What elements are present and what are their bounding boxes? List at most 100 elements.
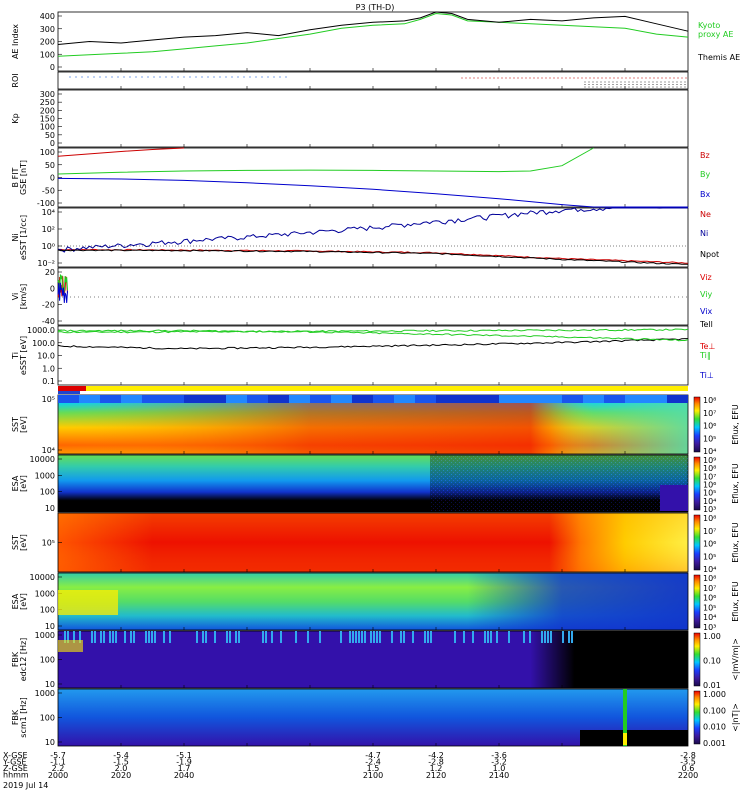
roi-dot (111, 76, 113, 78)
spec3-layer-1 (58, 513, 688, 572)
spec4-layer-1 (58, 573, 688, 630)
spec1-top-cell (226, 395, 247, 403)
fbk2-ytick-label: 100 (40, 714, 55, 723)
roi-dot (588, 86, 590, 88)
fbk1-spike (400, 631, 402, 643)
roi-dot (664, 81, 666, 83)
roi-dot (608, 81, 610, 83)
velocity-units-text: [km/s] (19, 284, 28, 310)
spec1-top-cell (667, 395, 688, 403)
roi-dot (189, 76, 191, 78)
roi-dot (99, 76, 101, 78)
roi-dot (632, 86, 634, 88)
kp-ytick-label: 0 (50, 139, 55, 148)
roi-dot (676, 81, 678, 83)
spec1-layer-2 (58, 395, 688, 454)
status-bar-red (58, 386, 86, 391)
spec2-cblabel-text: Eflux, EFU (731, 463, 740, 504)
fbk1-units-text: edc12 [Hz] (19, 638, 28, 682)
roi-dot (668, 86, 670, 88)
roi-dot (461, 77, 463, 79)
footer-y-gse: -1.1 (50, 758, 66, 767)
spec1-top-cell (646, 395, 667, 403)
legend-kyoto: Kyoto (698, 21, 720, 30)
roi-dot (621, 77, 623, 79)
roi-dot (129, 76, 131, 78)
spec1-top-cell (121, 395, 142, 403)
fbk1-spike (568, 631, 570, 643)
spec4-ytick-label: 10 (45, 622, 55, 631)
roi-dot (605, 77, 607, 79)
fbk1-spike (361, 631, 363, 643)
footer-hhmm: 2200 (678, 771, 698, 780)
footer-hhmm: 2140 (489, 771, 509, 780)
velocity-vix-line (57, 282, 68, 303)
spec4-colorbar-label: 10⁸ (703, 574, 716, 583)
legend-temp-1: Te⊥ (699, 342, 715, 351)
roi-dot (624, 81, 626, 83)
roi-dot (632, 84, 634, 85)
footer-x-gse: -3.6 (491, 751, 507, 760)
roi-dot (608, 86, 610, 88)
fbk2-cblabel: <|nT|> (731, 703, 740, 732)
ae-ytick-label: 100 (40, 50, 55, 59)
spec1-top-cell (604, 395, 625, 403)
footer-x-gse: -5.7 (50, 751, 66, 760)
density-ylabel: Ni eSST [1/cc] (11, 215, 28, 260)
fbk1-spike (64, 631, 66, 643)
roi-dot (684, 86, 686, 88)
spec2-dark-tail (660, 485, 688, 511)
footer-hhmm: 2040 (174, 771, 194, 780)
roi-dot (517, 77, 519, 79)
footer-y-gse: -2.4 (365, 758, 381, 767)
fbk1-spike (541, 631, 543, 643)
spec1-top-cell (436, 395, 457, 403)
spec4-colorbar (693, 574, 701, 629)
ae-ylabel: AE Index (11, 24, 20, 59)
spec3-ytick-label: 10⁵ (42, 539, 55, 548)
status-bar-blue (58, 391, 80, 394)
roi-dot (225, 76, 227, 78)
footer-row-label: hhmm (3, 771, 29, 780)
fbk1-spike (319, 631, 321, 643)
roi-dot (585, 77, 587, 79)
density-ni-line (57, 207, 688, 253)
roi-dot (636, 81, 638, 83)
fbk1-colorbar-label: 0.01 (703, 681, 721, 690)
fbk1-spike (430, 631, 432, 643)
roi-dot (628, 81, 630, 83)
roi-dot (477, 77, 479, 79)
roi-dot (684, 84, 686, 85)
spec1-ytick-label: 10⁵ (42, 395, 55, 404)
roi-dot (600, 81, 602, 83)
fbk2-green-line (623, 689, 627, 746)
fbk1-ytick-label: 10 (45, 680, 55, 689)
fbk1-colorbar-label: 0.10 (703, 657, 721, 666)
roi-dot (681, 77, 683, 79)
spec2-ytick-label: 10000 (30, 455, 55, 464)
footer-z-gse: 1.2 (430, 764, 443, 773)
roi-dot (581, 77, 583, 79)
bfield-ylabel-text: B FIT (11, 167, 20, 187)
spec4-colorbar-label: 10³ (703, 623, 716, 632)
fbk1-spike (403, 631, 405, 643)
roi-dot (656, 86, 658, 88)
spec4-colorbar-label: 10⁶ (703, 594, 716, 603)
roi-dot (616, 86, 618, 88)
footer-z-gse: 1.7 (178, 764, 191, 773)
spec4-colorbar-label: 10⁴ (703, 613, 716, 622)
spec1-top-cell (478, 395, 499, 403)
fbk1-spike (484, 631, 486, 643)
fbk1-spike (370, 631, 372, 643)
footer-z-gse: 2.0 (115, 764, 128, 773)
fbk1-spike (214, 631, 216, 643)
fbk1-ylabel-text: FBK (11, 651, 20, 667)
spec1-units-text: [eV] (19, 416, 28, 433)
roi-dot (584, 81, 586, 83)
roi-dot (604, 86, 606, 88)
spec4-ytick-label: 10000 (30, 573, 55, 582)
footer-y-gse: -2.8 (428, 758, 444, 767)
roi-dot (632, 81, 634, 83)
fbk1-spike (235, 631, 237, 643)
